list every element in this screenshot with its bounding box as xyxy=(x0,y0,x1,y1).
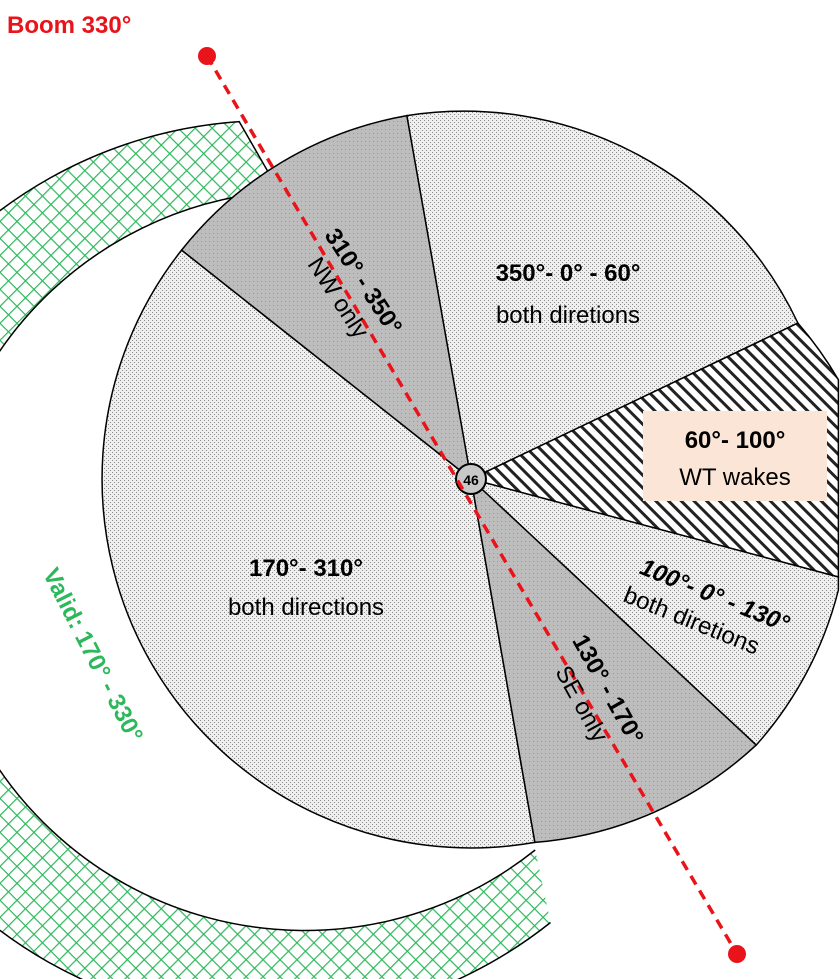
w-range-label: 170°- 310° xyxy=(249,555,363,582)
boom-label: Boom 330° xyxy=(7,12,131,39)
sector-n xyxy=(406,110,799,481)
n-desc-label: both diretions xyxy=(496,302,640,329)
w-desc-label: both directions xyxy=(228,594,384,621)
wt-desc-label: WT wakes xyxy=(679,464,791,491)
boom-end-bottom xyxy=(728,945,746,963)
sector-e xyxy=(470,478,840,747)
n-range-label: 350°- 0° - 60° xyxy=(496,260,641,287)
sector-se xyxy=(469,476,758,844)
sector-w xyxy=(101,249,536,849)
boom-end-top xyxy=(198,47,216,65)
boom-line xyxy=(205,55,739,955)
sector-nw xyxy=(180,114,473,481)
wt-label-box xyxy=(643,411,827,501)
valid-ring xyxy=(0,120,551,979)
wt-range-label: 60°- 100° xyxy=(685,427,786,454)
center-label: 46 xyxy=(463,472,479,488)
center-marker xyxy=(455,463,487,495)
